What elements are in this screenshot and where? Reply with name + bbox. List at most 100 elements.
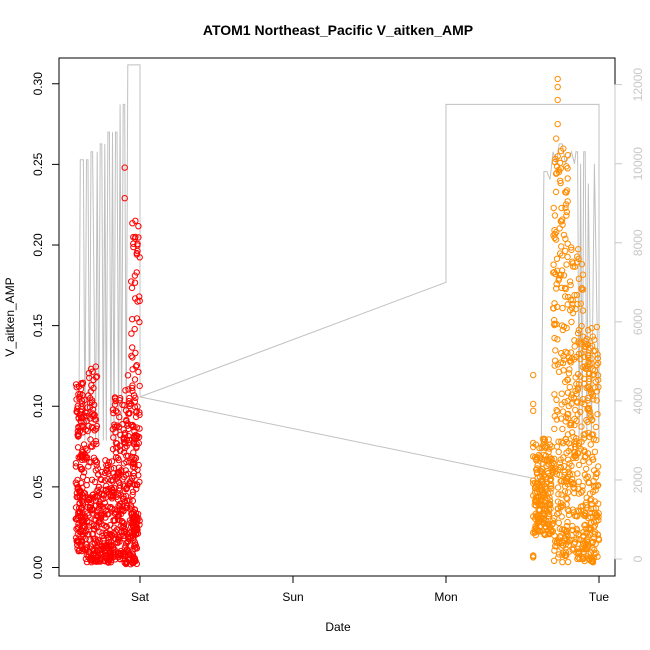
data-point <box>584 542 591 550</box>
y-axis-label: V_aitken_AMP <box>3 277 17 356</box>
data-point <box>567 281 574 289</box>
data-point <box>96 540 104 547</box>
data-point <box>117 547 125 555</box>
data-point <box>551 542 559 550</box>
data-point <box>109 476 116 483</box>
data-point <box>587 441 594 448</box>
data-point <box>577 536 584 543</box>
data-point <box>571 337 578 344</box>
data-point <box>110 551 117 558</box>
data-point <box>131 526 138 533</box>
data-point <box>95 489 103 496</box>
data-point <box>135 234 142 241</box>
data-point <box>554 511 561 518</box>
data-point <box>551 425 558 433</box>
data-point <box>575 246 582 253</box>
y-tick-label: 0.05 <box>31 475 45 499</box>
data-point <box>78 397 86 404</box>
data-point <box>90 376 97 384</box>
data-point <box>100 537 107 544</box>
data-point <box>124 422 131 429</box>
data-point <box>82 445 89 452</box>
data-point <box>593 397 600 404</box>
data-point <box>87 494 94 501</box>
data-point <box>574 399 581 406</box>
data-point <box>72 381 80 388</box>
data-point <box>584 352 592 359</box>
data-point <box>542 531 549 539</box>
data-point <box>555 519 562 526</box>
data-point <box>79 381 86 388</box>
data-point <box>553 416 560 423</box>
data-point <box>130 240 137 247</box>
data-point <box>585 375 593 383</box>
data-point <box>115 479 123 486</box>
data-point <box>128 278 135 285</box>
data-point <box>591 550 598 557</box>
data-point <box>573 390 580 398</box>
data-point <box>545 448 552 456</box>
data-point <box>587 520 595 527</box>
data-point <box>592 423 600 431</box>
data-point <box>551 212 559 219</box>
data-point <box>89 410 96 417</box>
data-point <box>558 390 565 397</box>
data-point <box>103 531 110 539</box>
data-point <box>130 449 137 456</box>
data-point <box>586 459 593 466</box>
data-point <box>136 517 143 524</box>
data-point <box>581 447 588 454</box>
data-point <box>590 396 597 403</box>
data-point <box>93 373 101 380</box>
data-point <box>595 500 602 507</box>
data-point <box>96 528 103 535</box>
data-point <box>587 505 595 512</box>
data-point <box>95 492 102 499</box>
data-point <box>558 243 565 250</box>
data-point <box>580 431 587 438</box>
data-point <box>584 362 591 369</box>
data-point <box>111 484 118 492</box>
data-point <box>75 547 82 555</box>
data-point <box>130 438 138 445</box>
data-point <box>582 502 590 509</box>
data-point <box>564 397 571 405</box>
data-point <box>129 316 136 323</box>
data-point <box>73 481 81 488</box>
data-point <box>562 204 569 212</box>
data-point <box>562 293 569 300</box>
data-point <box>551 320 558 328</box>
data-point <box>131 464 139 471</box>
data-point <box>73 384 80 391</box>
data-point <box>584 397 591 404</box>
data-point <box>538 456 546 463</box>
data-point <box>568 462 575 470</box>
data-point <box>530 553 537 560</box>
data-point <box>109 492 117 500</box>
data-point <box>551 334 558 342</box>
data-point <box>541 435 548 442</box>
data-point <box>583 465 590 472</box>
data-point <box>136 409 143 416</box>
data-point <box>132 217 139 225</box>
data-point <box>575 508 583 515</box>
data-point <box>568 536 575 544</box>
data-point <box>556 250 564 257</box>
data-point <box>563 552 570 559</box>
data-point <box>594 359 602 367</box>
data-point <box>133 269 140 276</box>
data-point <box>128 475 136 482</box>
data-point <box>125 452 132 460</box>
data-point <box>573 353 580 361</box>
data-point <box>93 461 100 469</box>
data-point <box>136 411 143 419</box>
data-point <box>77 479 85 487</box>
data-point <box>575 461 583 469</box>
data-point <box>132 233 139 241</box>
data-point <box>91 478 99 486</box>
data-point <box>110 489 118 496</box>
data-point <box>122 387 129 394</box>
data-point <box>564 152 572 159</box>
data-point <box>131 279 139 286</box>
data-point <box>563 261 570 268</box>
